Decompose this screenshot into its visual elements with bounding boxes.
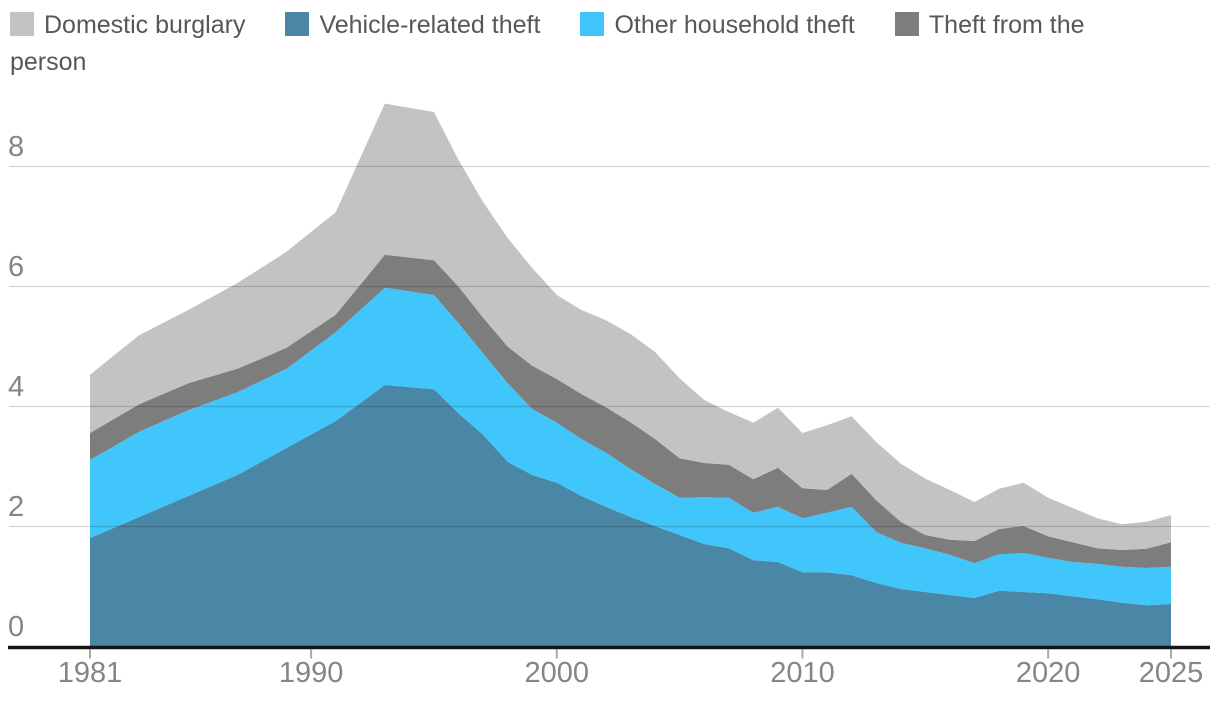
legend-label-theft-from-person: Theft from the person <box>10 11 1085 76</box>
x-tick-label-2020: 2020 <box>1015 657 1081 689</box>
y-tick-label-2: 2 <box>8 491 25 523</box>
theft-from-person-swatch-icon <box>894 12 919 36</box>
legend-item-domestic-burglary: Domestic burglary <box>10 11 245 39</box>
chart-legend: Domestic burglary Vehicle-related theft Ot… <box>0 0 1220 81</box>
domestic-burglary-swatch-icon <box>10 12 34 36</box>
area-other <box>90 287 1171 606</box>
legend-item-vehicle-theft: Vehicle-related theft <box>285 11 540 39</box>
area-burglary <box>90 103 1171 550</box>
x-tick-label-2025: 2025 <box>1138 657 1204 689</box>
legend-item-theft-from-person: Theft from the person <box>10 11 1085 76</box>
legend-item-other-household-theft: Other household theft <box>580 11 855 39</box>
y-tick-label-6: 6 <box>8 251 25 283</box>
y-tick-label-4: 4 <box>8 371 25 403</box>
y-tick-label-8: 8 <box>8 131 25 163</box>
vehicle-theft-swatch-icon <box>285 12 310 36</box>
x-tick-label-2010: 2010 <box>770 657 835 689</box>
x-tick-label-1990: 1990 <box>278 657 344 689</box>
y-tick-label-0: 0 <box>8 611 25 643</box>
x-tick-label-1981: 1981 <box>57 657 123 689</box>
x-tick-label-2000: 2000 <box>524 657 590 689</box>
legend-label-other-household-theft: Other household theft <box>614 11 855 39</box>
legend-label-vehicle-theft: Vehicle-related theft <box>319 11 541 39</box>
legend-label-domestic-burglary: Domestic burglary <box>44 11 246 39</box>
area-vehicle <box>90 385 1171 646</box>
other-household-theft-swatch-icon <box>580 12 605 36</box>
